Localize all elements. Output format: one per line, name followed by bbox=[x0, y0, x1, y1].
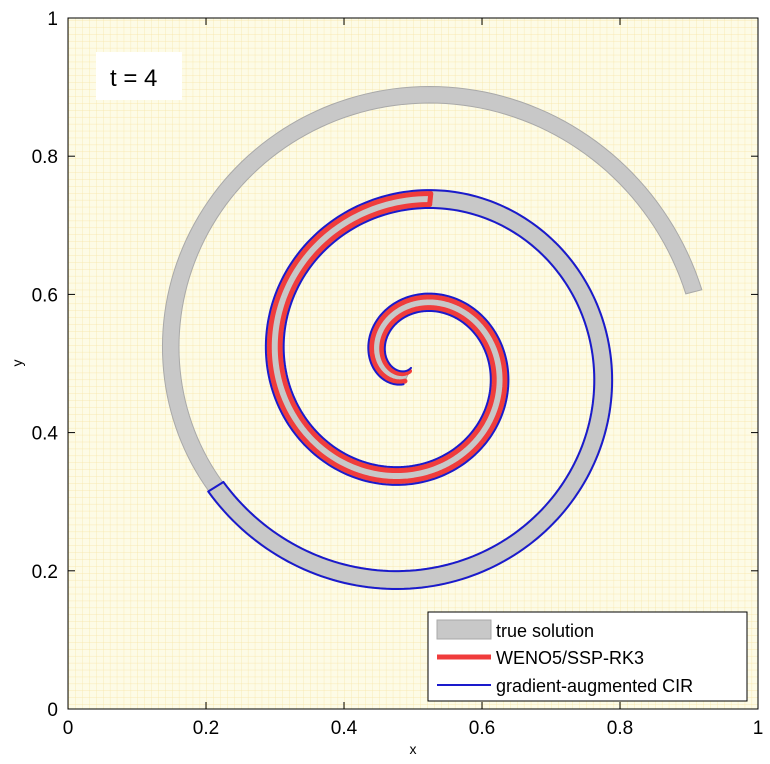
x-tick-label: 0 bbox=[63, 718, 74, 739]
annotation-box bbox=[96, 52, 182, 100]
x-tick-label: 1 bbox=[753, 718, 764, 739]
series-weno5-contour-end-cap bbox=[427, 193, 434, 205]
legend-label-true-solution: true solution bbox=[496, 621, 594, 641]
x-tick-label: 0.8 bbox=[607, 718, 633, 739]
series-cir-contour-inner bbox=[222, 206, 596, 573]
legend: true solution WENO5/SSP-RK3 gradient-aug… bbox=[427, 611, 748, 702]
series-cir-contour-outer bbox=[207, 189, 614, 591]
plot-frame bbox=[67, 17, 759, 710]
y-tick-label: 0.6 bbox=[32, 285, 58, 306]
plot-area-grid bbox=[68, 18, 758, 709]
y-tick-label: 0 bbox=[47, 700, 58, 721]
x-axis-label: x bbox=[410, 741, 417, 757]
time-annotation: t = 4 bbox=[110, 65, 157, 92]
x-tick-label: 0.6 bbox=[469, 718, 495, 739]
series-weno5-contour-outer bbox=[266, 191, 508, 484]
legend-swatch-true-solution bbox=[436, 619, 492, 640]
y-tick-label: 0.8 bbox=[32, 147, 58, 168]
y-tick-label: 0.2 bbox=[32, 562, 58, 583]
series-cir-contour-end-cap bbox=[207, 481, 224, 493]
legend-label-weno5: WENO5/SSP-RK3 bbox=[496, 648, 644, 668]
axis-ticks: 0 0.2 0.4 0.6 0.8 1 0 0.2 0.4 0.6 0.8 1 bbox=[32, 9, 764, 739]
series-weno5-contour-inner bbox=[277, 202, 497, 474]
x-tick-label: 0.2 bbox=[193, 718, 219, 739]
x-tick-label: 0.4 bbox=[331, 718, 358, 739]
legend-label-cir: gradient-augmented CIR bbox=[496, 676, 693, 696]
y-tick-label: 1 bbox=[47, 9, 58, 30]
y-tick-label: 0.4 bbox=[32, 424, 59, 445]
y-axis-label: y bbox=[9, 360, 25, 367]
series-layer bbox=[161, 85, 703, 591]
